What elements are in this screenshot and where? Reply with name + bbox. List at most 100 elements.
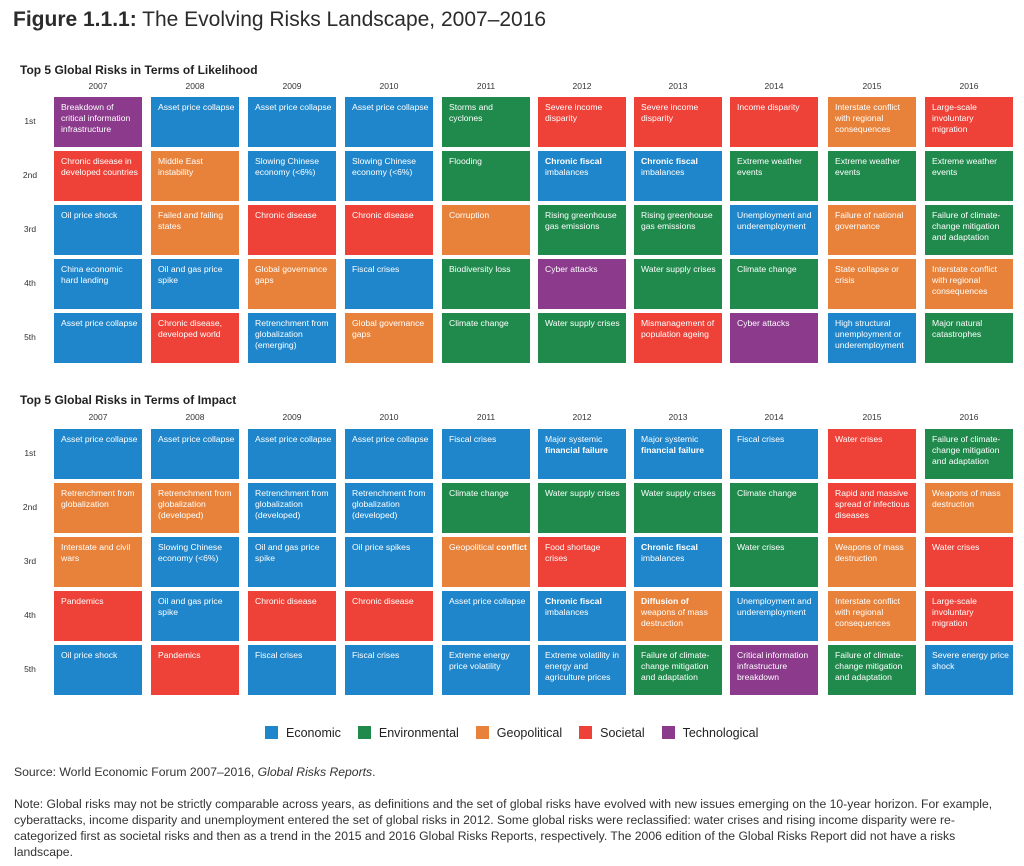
rank-label-5th: 5th (24, 332, 36, 342)
risk-cell: Extreme energy price volatility (442, 645, 530, 695)
risk-cell: Asset price collapse (54, 429, 142, 479)
risk-cell: Asset price collapse (345, 97, 433, 147)
risk-cell-text: Weapons of mass destruction (932, 488, 1001, 509)
risk-cell: Cyber attacks (730, 313, 818, 363)
year-header-2016: 2016 (959, 412, 979, 422)
risk-cell-text: Mismanagement of population ageing (641, 318, 715, 339)
risk-cell: Pandemics (54, 591, 142, 641)
rank-label-2nd: 2nd (22, 502, 38, 512)
risk-cell: Mismanagement of population ageing (634, 313, 722, 363)
risk-cell: Major natural catastrophes (925, 313, 1013, 363)
risk-cell-text: Extreme weather events (932, 156, 997, 177)
risk-cell: Failed and failing states (151, 205, 239, 255)
impact-section-title: Top 5 Global Risks in Terms of Impact (20, 393, 237, 407)
risk-cell-text: Oil price shock (61, 650, 118, 660)
risk-cell-text: Asset price collapse (449, 596, 526, 606)
legend-swatch (579, 726, 593, 739)
risk-cell: Cyber attacks (538, 259, 626, 309)
risk-cell-emphasis: Diffusion of (641, 596, 689, 606)
figure-title-text: The Evolving Risks Landscape, 2007–2016 (136, 8, 547, 31)
risk-cell: Fiscal crises (345, 645, 433, 695)
legend-swatch (475, 726, 489, 739)
risk-cell-text: Extreme weather events (737, 156, 802, 177)
risk-cell: Chronic fiscal imbalances (634, 537, 722, 587)
risk-cell: Retrenchment from globalization (54, 483, 142, 533)
risk-cell: Chronic disease (345, 205, 433, 255)
risk-cell-text: Chronic disease (255, 210, 317, 220)
risk-cell: Extreme weather events (925, 151, 1013, 201)
risk-cell-text: Interstate conflict with regional conseq… (932, 264, 997, 296)
risk-cell: Climate change (730, 259, 818, 309)
risk-cell: Extreme weather events (828, 151, 916, 201)
risk-cell: Oil and gas price spike (151, 259, 239, 309)
risk-cell-text: Retrenchment from globalization (emergin… (255, 318, 329, 350)
risk-cell: Unemployment and underemployment (730, 205, 818, 255)
risk-cell-text: Extreme weather events (835, 156, 900, 177)
risk-cell-text: Fiscal crises (352, 264, 400, 274)
risk-cell-text: Breakdown of critical information infras… (61, 102, 131, 134)
risk-cell: Severe income disparity (538, 97, 626, 147)
year-header-2014: 2014 (764, 81, 784, 91)
risk-cell-text: Climate change (449, 318, 509, 328)
risk-cell: Water supply crises (634, 259, 722, 309)
year-header-2013: 2013 (668, 412, 688, 422)
risk-cell-text: Asset price collapse (352, 102, 429, 112)
risk-cell-text: imbalances (641, 553, 685, 563)
risk-cell-text: State collapse or crisis (835, 264, 900, 285)
risk-cell-text: Failure of climate-change mitigation and… (641, 650, 710, 682)
risk-cell: Large-scale involuntary migration (925, 97, 1013, 147)
risk-cell: Fiscal crises (730, 429, 818, 479)
risk-cell-emphasis: financial failure (641, 445, 705, 455)
risk-cell: Water crises (730, 537, 818, 587)
risk-cell: Chronic disease in developed countries (54, 151, 142, 201)
risk-cell-text: Income disparity (737, 102, 800, 112)
year-header-2011: 2011 (476, 412, 496, 422)
risk-cell: Fiscal crises (442, 429, 530, 479)
risk-cell-text: Rapid and massive spread of infectious d… (835, 488, 910, 520)
year-header-2009: 2009 (282, 412, 302, 422)
risk-cell-text: Asset price collapse (158, 102, 235, 112)
risk-cell: Severe energy price shock (925, 645, 1013, 695)
risk-cell-text: Climate change (737, 264, 797, 274)
risk-cell: Chronic fiscal imbalances (538, 151, 626, 201)
risk-cell-text: Asset price collapse (61, 318, 138, 328)
year-header-2014: 2014 (764, 412, 784, 422)
risk-cell-text: Large-scale involuntary migration (932, 596, 977, 628)
risk-cell: Chronic fiscal imbalances (634, 151, 722, 201)
risk-cell: Water supply crises (538, 313, 626, 363)
risk-cell-text: Water crises (737, 542, 785, 552)
risk-cell-text: Failure of climate-change mitigation and… (932, 434, 1001, 466)
year-header-2007: 2007 (88, 81, 108, 91)
risk-cell: Retrenchment from globalization (develop… (248, 483, 336, 533)
risk-cell: Rapid and massive spread of infectious d… (828, 483, 916, 533)
risk-cell: Water crises (828, 429, 916, 479)
risk-cell-text: China economic hard landing (61, 264, 123, 285)
risk-cell-text: Large-scale involuntary migration (932, 102, 977, 134)
year-header-2009: 2009 (282, 81, 302, 91)
likelihood-section-title: Top 5 Global Risks in Terms of Likelihoo… (20, 63, 258, 77)
risk-cell-text: Fiscal crises (737, 434, 785, 444)
source-line: Source: World Economic Forum 2007–2016, … (14, 765, 376, 779)
figure-title-prefix: Figure 1.1.1: (13, 8, 137, 31)
risk-cell-text: Severe energy price shock (932, 650, 1009, 671)
risk-cell: Income disparity (730, 97, 818, 147)
risk-cell: Retrenchment from globalization (develop… (345, 483, 433, 533)
risk-cell-text: Asset price collapse (255, 434, 332, 444)
risk-cell: Asset price collapse (345, 429, 433, 479)
year-header-2012: 2012 (572, 412, 592, 422)
risk-cell-text: Pandemics (61, 596, 104, 606)
risk-cell: Fiscal crises (345, 259, 433, 309)
risk-cell: Failure of national governance (828, 205, 916, 255)
legend-item-technological: Technological (661, 726, 758, 740)
rank-label-5th: 5th (24, 664, 36, 674)
risk-cell-text: Failure of national governance (835, 210, 904, 231)
risk-cell: Asset price collapse (248, 97, 336, 147)
risk-cell: Pandemics (151, 645, 239, 695)
risk-cell-text: Rising greenhouse gas emissions (545, 210, 617, 231)
year-header-2011: 2011 (476, 81, 496, 91)
risk-cell-text: Cyber attacks (545, 264, 598, 274)
risk-cell-text: Oil and gas price spike (158, 596, 223, 617)
risk-cell: Weapons of mass destruction (925, 483, 1013, 533)
legend: Economic Environmental Geopolitical Societa… (265, 724, 775, 740)
risk-cell: Corruption (442, 205, 530, 255)
